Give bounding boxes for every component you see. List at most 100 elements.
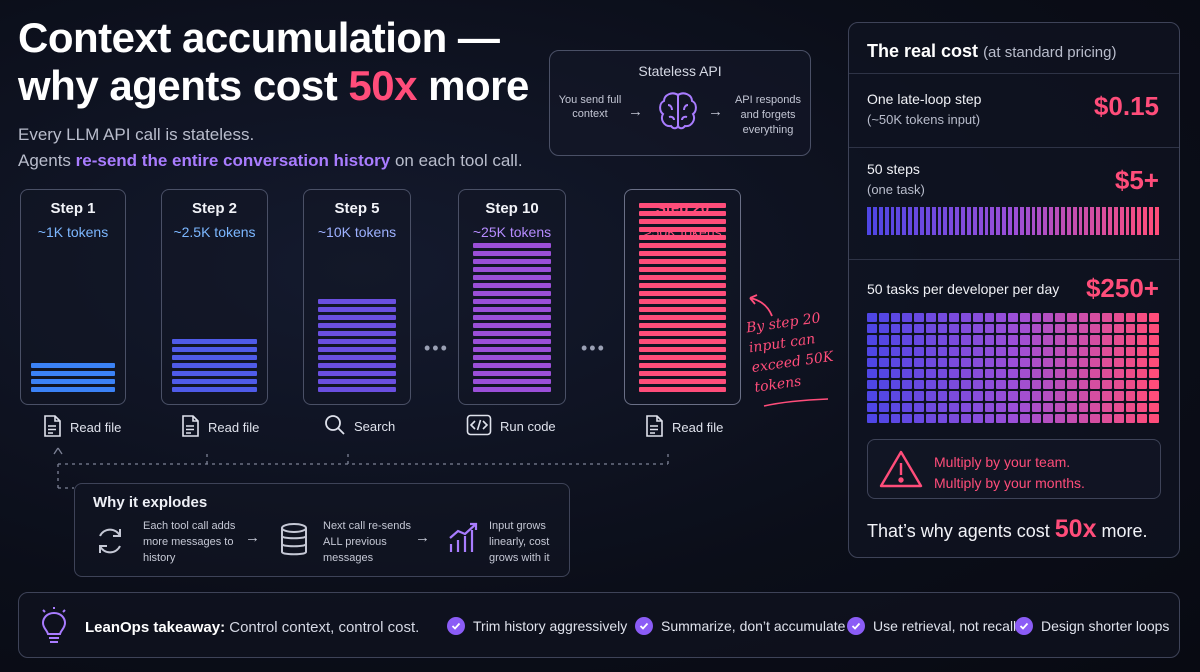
why-item-3-text: Input grows linearly, cost grows with it [489, 520, 550, 564]
database-icon [279, 522, 309, 563]
task-cell [867, 324, 877, 334]
task-cell [984, 313, 995, 323]
task-cell [902, 391, 913, 401]
task-cell [984, 346, 995, 356]
task-cell [961, 402, 971, 412]
task-cell [1019, 324, 1030, 334]
step20-annotation: By step 20 input can exceed 50K tokens [745, 310, 835, 396]
context-bars [31, 363, 115, 392]
task-cell [949, 368, 960, 379]
context-bar [473, 331, 551, 336]
task-cell [902, 402, 913, 412]
context-bar [473, 259, 551, 264]
task-cell [937, 335, 948, 345]
task-cell [914, 368, 924, 379]
task-cell [867, 402, 877, 412]
stateless-api-title: Stateless API [638, 63, 722, 79]
step-cell [884, 207, 889, 235]
step-cell [961, 207, 965, 235]
context-bar [639, 243, 726, 248]
step-name: Step 2 [191, 200, 237, 217]
step-cell [1066, 207, 1071, 235]
why-item-1-text: Each tool call adds more messages to his… [143, 520, 236, 564]
task-cell [1043, 324, 1054, 334]
context-bar [473, 347, 551, 352]
task-cell [890, 313, 901, 323]
warning-icon [878, 448, 924, 495]
task-cell [1031, 335, 1042, 345]
context-bar [639, 387, 726, 392]
task-cell [1066, 313, 1077, 323]
lightbulb-icon [39, 605, 69, 650]
task-cell [1078, 413, 1089, 423]
task-cell [1137, 335, 1148, 345]
task-cell [1008, 346, 1018, 356]
task-cell [1113, 402, 1124, 412]
task-cell [1019, 313, 1030, 323]
task-cell [890, 368, 901, 379]
ellipsis-dots: ••• [581, 338, 606, 358]
task-cell [996, 357, 1007, 367]
dashed-connector [53, 447, 669, 489]
task-cell [867, 380, 877, 390]
task-cell [1090, 402, 1101, 412]
task-cell [914, 313, 924, 323]
task-cell [925, 324, 936, 334]
task-cell [1137, 402, 1148, 412]
context-bar [172, 339, 257, 344]
task-cell [1031, 368, 1042, 379]
why-title: Why it explodes [93, 494, 208, 511]
divider [849, 147, 1179, 148]
task-cell [1149, 335, 1159, 345]
warning-text: Multiply by your team. Multiply by your m… [934, 454, 1085, 491]
task-cell [949, 335, 960, 345]
step-cell [1037, 207, 1042, 235]
step-name: Step 10 [485, 200, 539, 217]
takeaway-item-4: Design shorter loops [1015, 617, 1169, 635]
context-bar [318, 363, 396, 368]
cost-row-1: One late-loop step (~50K tokens input) [867, 91, 982, 127]
task-cell [1031, 413, 1042, 423]
task-cell [996, 413, 1007, 423]
task-cell [972, 346, 983, 356]
task-cell [949, 324, 960, 334]
step-cell [902, 207, 907, 235]
task-cell [1102, 335, 1112, 345]
step-cell [1131, 207, 1136, 235]
task-cell [972, 324, 983, 334]
task-cell [878, 357, 889, 367]
step-cell [878, 207, 883, 235]
takeaway-item-3: Use retrieval, not recall [847, 617, 1016, 635]
task-cell [1137, 313, 1148, 323]
task-cell [1066, 380, 1077, 390]
task-cell [937, 346, 948, 356]
context-bar [639, 283, 726, 288]
task-cell [949, 313, 960, 323]
cost-footer: That’s why agents cost 50x more. [867, 515, 1148, 543]
task-cell [1113, 380, 1124, 390]
task-cell [1055, 313, 1065, 323]
task-cell [1019, 413, 1030, 423]
task-cell [1137, 324, 1148, 334]
context-bar [318, 347, 396, 352]
file-icon [180, 414, 200, 441]
underline-squiggle [763, 398, 829, 407]
task-cell [1102, 346, 1112, 356]
task-cell [925, 413, 936, 423]
task-cell [1102, 380, 1112, 390]
task-cell [867, 346, 877, 356]
task-cell [1102, 391, 1112, 401]
task-cell [1125, 368, 1136, 379]
task-cell [1031, 346, 1042, 356]
step-cell [1031, 207, 1036, 235]
task-cell [1090, 313, 1101, 323]
task-cell [890, 402, 901, 412]
context-bar [31, 379, 115, 384]
task-cell [996, 391, 1007, 401]
context-bar [318, 331, 396, 336]
context-bars [473, 243, 551, 392]
task-cell [925, 346, 936, 356]
task-cell [902, 324, 913, 334]
context-bar [473, 379, 551, 384]
task-cell [1019, 368, 1030, 379]
